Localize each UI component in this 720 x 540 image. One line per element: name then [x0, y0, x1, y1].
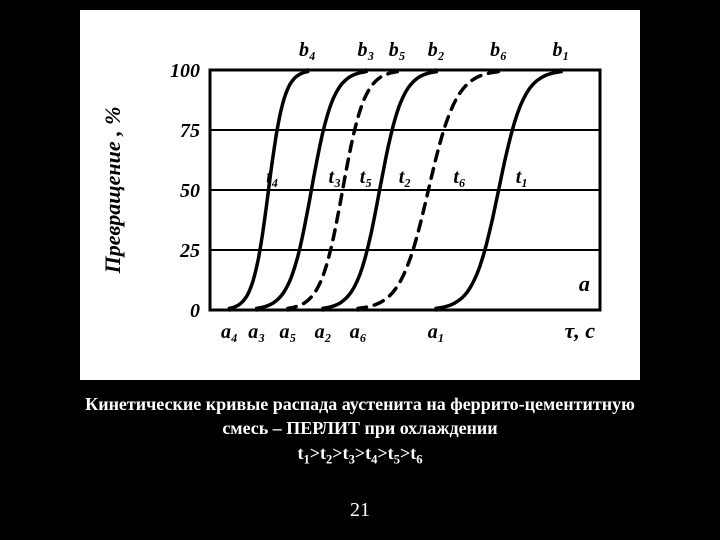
- svg-text:b₆: b₆: [490, 39, 507, 61]
- svg-text:75: 75: [180, 120, 200, 142]
- svg-text:50: 50: [180, 180, 200, 202]
- svg-text:t₂: t₂: [399, 166, 412, 188]
- svg-text:t₅: t₅: [360, 166, 373, 188]
- svg-text:a₂: a₂: [315, 321, 332, 343]
- svg-text:100: 100: [170, 60, 200, 82]
- svg-text:a₄: a₄: [221, 321, 238, 343]
- svg-text:t₆: t₆: [453, 166, 466, 188]
- svg-text:a: a: [579, 271, 590, 296]
- svg-text:a₃: a₃: [248, 321, 265, 343]
- svg-text:0: 0: [190, 300, 200, 322]
- kinetic-chart-svg: 0 25 50 75 100 Превращение , % a₄ a₃ a₅ a₂ a₆ a₁ τ, …: [80, 10, 640, 380]
- svg-text:t₄: t₄: [266, 166, 279, 188]
- svg-text:t₁: t₁: [516, 166, 529, 188]
- svg-text:t₃: t₃: [329, 166, 342, 188]
- svg-text:25: 25: [179, 240, 200, 262]
- svg-text:τ, с: τ, с: [564, 318, 595, 343]
- figure-caption: Кинетические кривые распада аустенита на…: [30, 392, 690, 468]
- caption-line-2: смесь – ПЕРЛИТ при охлаждении: [222, 418, 497, 438]
- svg-text:a₅: a₅: [280, 321, 297, 343]
- svg-text:b₄: b₄: [299, 39, 316, 61]
- caption-line-1: Кинетические кривые распада аустенита на…: [85, 394, 635, 414]
- svg-text:a₆: a₆: [350, 321, 367, 343]
- caption-inequality: t1>t2>t3>t4>t5>t6: [297, 443, 422, 463]
- kinetic-curves-figure: 0 25 50 75 100 Превращение , % a₄ a₃ a₅ a₂ a₆ a₁ τ, …: [80, 10, 640, 380]
- svg-text:Превращение , %: Превращение , %: [100, 107, 125, 275]
- page-number: 21: [0, 499, 720, 522]
- svg-text:b₂: b₂: [428, 39, 445, 61]
- svg-text:b₃: b₃: [358, 39, 375, 61]
- svg-text:b₅: b₅: [389, 39, 406, 61]
- svg-text:b₁: b₁: [553, 39, 570, 61]
- svg-text:a₁: a₁: [428, 321, 445, 343]
